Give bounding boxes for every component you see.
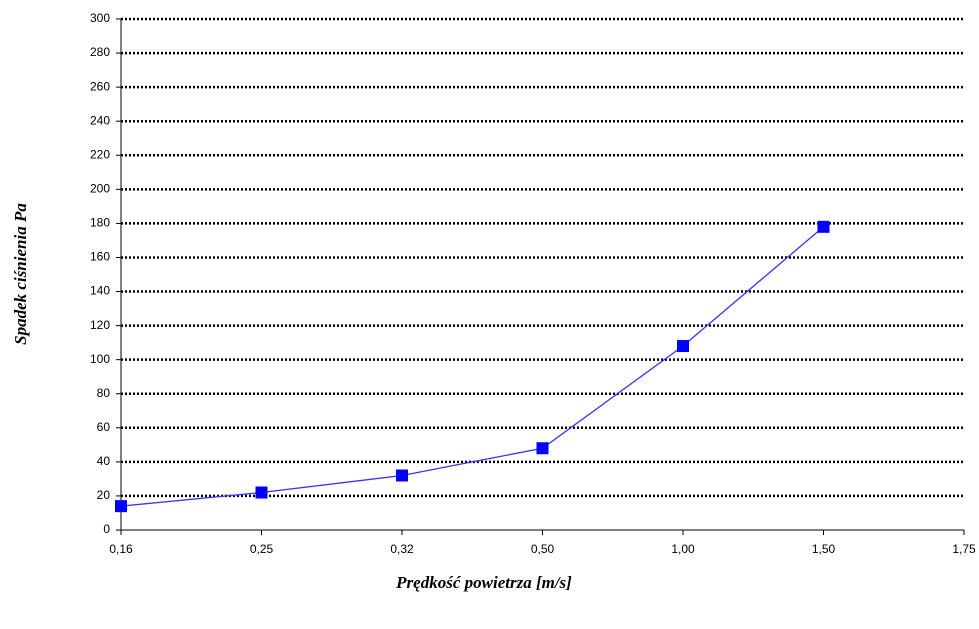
data-marker [536, 442, 549, 455]
x-tick-label: 0,50 [531, 542, 555, 556]
x-tick-label: 1,00 [671, 542, 695, 556]
x-tick-label: 0,25 [250, 542, 274, 556]
y-tick-label: 160 [90, 250, 110, 264]
y-tick-label: 240 [90, 113, 110, 127]
x-axis-title: Prędkość powietrza [m/s] [395, 573, 572, 592]
y-tick-label: 80 [97, 386, 111, 400]
y-axis-title: Spadek ciśnienia Pa [11, 203, 30, 345]
x-tick-label: 1,50 [812, 542, 836, 556]
y-tick-label: 220 [90, 147, 110, 161]
y-tick-label: 280 [90, 45, 110, 59]
data-marker [677, 340, 689, 353]
y-tick-label: 0 [103, 522, 110, 536]
y-tick-label: 100 [90, 352, 110, 366]
data-marker [396, 469, 408, 482]
x-tick-label: 1,75 [952, 542, 976, 556]
y-tick-label: 300 [90, 11, 110, 25]
x-tick-label: 0,32 [390, 542, 414, 556]
y-tick-label: 260 [90, 79, 110, 93]
y-tick-label: 60 [97, 420, 111, 434]
y-tick-label: 40 [97, 454, 111, 468]
data-marker [255, 486, 268, 499]
y-tick-label: 140 [90, 284, 110, 298]
y-tick-label: 20 [97, 488, 111, 502]
data-line [120, 226, 824, 507]
data-marker [817, 220, 830, 233]
y-tick-label: 200 [90, 182, 110, 196]
data-marker [115, 500, 127, 513]
y-tick-label: 180 [90, 216, 110, 230]
x-tick-label: 0,16 [109, 542, 133, 556]
y-tick-label: 120 [90, 318, 110, 332]
